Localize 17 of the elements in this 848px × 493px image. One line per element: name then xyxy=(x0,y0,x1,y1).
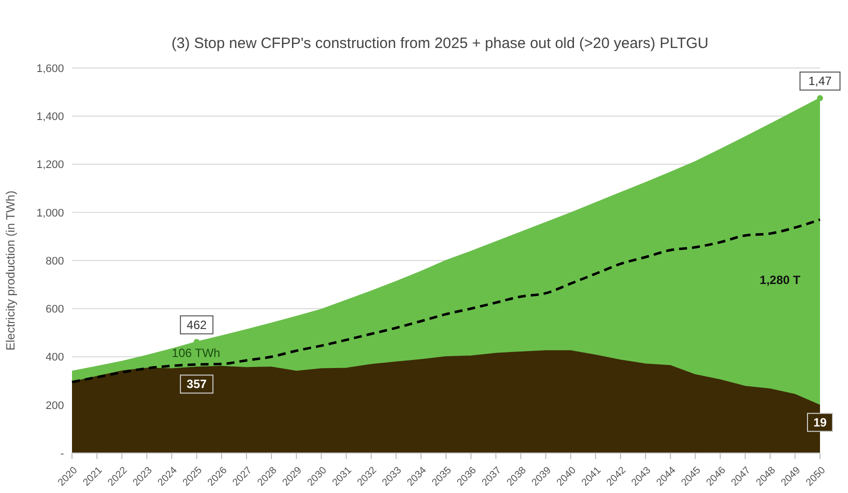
y-tick-label: 1,600 xyxy=(36,62,64,75)
annotation: 462 xyxy=(186,318,207,332)
y-tick-label: 1,000 xyxy=(36,207,64,220)
y-tick-label: 200 xyxy=(46,400,64,412)
annotation: 1,47 xyxy=(808,74,832,88)
y-tick-label: 1,400 xyxy=(36,111,64,124)
y-tick-label: 800 xyxy=(46,255,64,268)
annotation: 19 xyxy=(813,415,827,430)
annotation: 357 xyxy=(186,377,207,392)
y-tick-label: - xyxy=(60,448,64,460)
y-tick-label: 400 xyxy=(46,352,64,364)
annotation: 1,280 T xyxy=(760,273,802,287)
y-tick-label: 1,200 xyxy=(36,159,64,172)
chart-title: (3) Stop new CFPP's construction from 2025 + phase out old (>20 years) PLTGU xyxy=(171,35,709,52)
annotation: 106 TWh xyxy=(172,346,220,360)
y-axis-title: Electricity production (in TWh) xyxy=(3,190,18,350)
y-tick-label: 600 xyxy=(46,304,64,316)
